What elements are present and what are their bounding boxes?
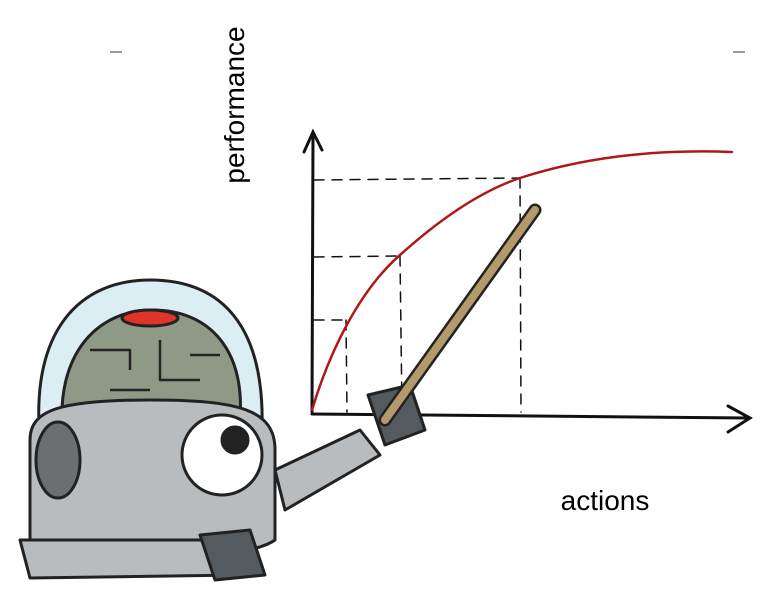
sketch-chart xyxy=(304,132,750,432)
y-axis xyxy=(312,135,313,412)
y-axis-label: performance xyxy=(219,26,250,183)
pupil xyxy=(222,427,248,453)
x-axis-label: actions xyxy=(561,485,650,516)
ear xyxy=(36,422,80,498)
illustration: performance actions xyxy=(0,0,763,590)
pointer xyxy=(385,210,535,420)
robot xyxy=(20,280,425,580)
curve xyxy=(312,151,732,410)
eye xyxy=(182,415,262,495)
light xyxy=(122,310,178,326)
arm xyxy=(275,430,380,510)
